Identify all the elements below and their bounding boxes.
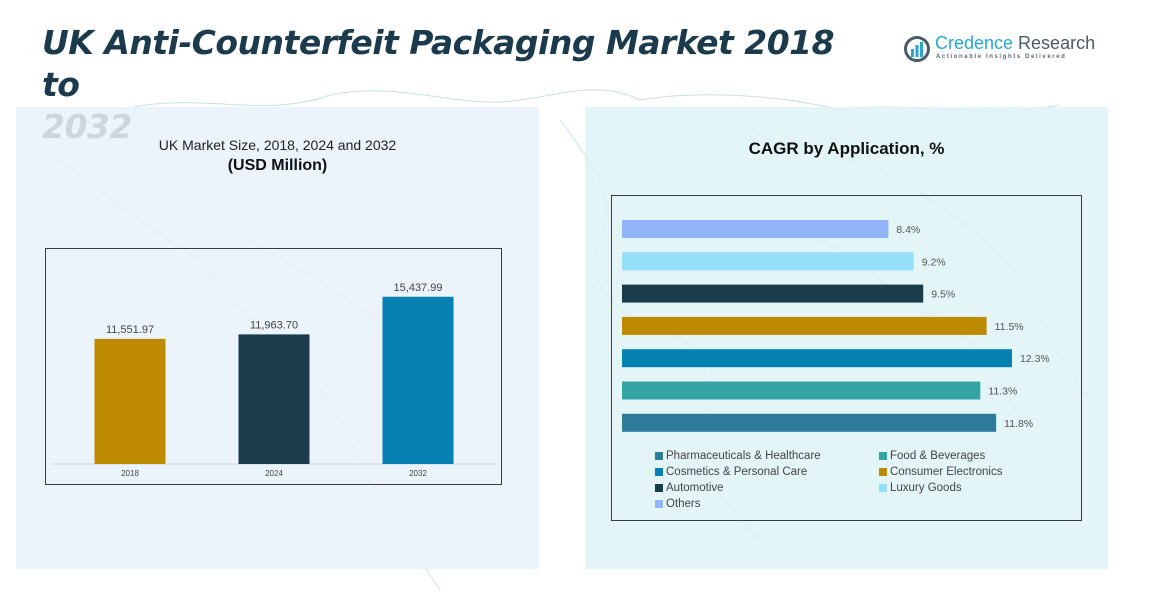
bar-2032: [382, 296, 454, 464]
bar-consumer-electronics: [622, 316, 987, 335]
legend-label: Food & Beverages: [890, 450, 986, 462]
cagr-chart-frame: 8.4% 9.2% 9.5% 11.5% 12.3% 11.3% 11.8%: [611, 195, 1082, 521]
logo-name: Credence Research: [935, 33, 1095, 54]
bar-2024: [238, 334, 310, 464]
legend-label: Others: [666, 498, 701, 510]
legend-item: Cosmetics & Personal Care: [655, 465, 807, 479]
legend-item: Consumer Electronics: [879, 465, 1002, 479]
legend-label: Cosmetics & Personal Care: [666, 466, 808, 478]
legend-swatch: [655, 468, 663, 476]
bar-luxury-goods: [622, 252, 914, 271]
bar-value-label: 11,963.70: [250, 319, 298, 331]
bar-others: [622, 220, 889, 238]
legend-label: Consumer Electronics: [890, 466, 1003, 478]
bar-automotive: [622, 284, 924, 303]
legend-item: Others: [655, 497, 701, 511]
legend-label: Luxury Goods: [890, 482, 962, 494]
bar-food-beverages: [622, 381, 981, 400]
bar-value-label: 11,551.97: [106, 324, 154, 336]
logo-name-part2: Research: [1013, 33, 1096, 53]
x-tick-label: 2024: [265, 469, 283, 478]
market-size-unit: (USD Million): [227, 157, 328, 174]
credence-research-logo: Credence Research Actionable Insights De…: [903, 33, 1095, 67]
x-tick-label: 2032: [409, 469, 427, 478]
cagr-panel: [585, 107, 1108, 569]
legend-swatch: [879, 484, 887, 492]
legend-item: Automotive: [655, 481, 724, 495]
legend-item: Luxury Goods: [879, 481, 962, 495]
cagr-title: CAGR by Application, %: [748, 139, 945, 158]
bar-value-label: 15,437.99: [394, 282, 443, 294]
legend-swatch: [655, 452, 663, 460]
legend-item: Food & Beverages: [879, 449, 985, 463]
logo-name-part1: Credence: [935, 33, 1014, 53]
legend-swatch: [655, 500, 663, 508]
bar-2018: [94, 338, 166, 464]
market-size-subtitle: UK Market Size, 2018, 2024 and 2032: [158, 137, 397, 153]
market-size-chart-frame: 11,551.97 2018 11,963.70 2024 15,437.99 2032: [45, 248, 502, 485]
bar-pharmaceuticals-healthcare: [622, 413, 997, 432]
bar-value-label: 12.3%: [1020, 353, 1050, 365]
bar-chart-circle-icon: [904, 36, 930, 62]
title-line-1: UK Anti-Counterfeit Packaging Market 201…: [42, 23, 835, 104]
x-tick-label: 2018: [121, 469, 139, 478]
bar-value-label: 11.5%: [995, 321, 1024, 333]
cagr-bar-chart: 8.4% 9.2% 9.5% 11.5% 12.3% 11.3% 11.8%: [622, 220, 1050, 432]
logo-tagline: Actionable Insights Delivered: [936, 54, 1067, 60]
legend-swatch: [655, 484, 663, 492]
bar-value-label: 8.4%: [896, 224, 920, 236]
legend-label: Automotive: [666, 482, 724, 494]
bar-value-label: 11.8%: [1004, 418, 1033, 430]
legend-label: Pharmaceuticals & Healthcare: [666, 450, 821, 462]
bar-value-label: 11.3%: [988, 386, 1017, 398]
legend-swatch: [879, 468, 887, 476]
bar-cosmetics-personal-care: [622, 349, 1012, 368]
legend-swatch: [879, 452, 887, 460]
legend-item: Pharmaceuticals & Healthcare: [655, 449, 821, 463]
bar-value-label: 9.5%: [931, 289, 955, 301]
bar-value-label: 9.2%: [922, 256, 946, 268]
market-size-bar-chart: 11,551.97 2018 11,963.70 2024 15,437.99 2032: [51, 282, 496, 478]
